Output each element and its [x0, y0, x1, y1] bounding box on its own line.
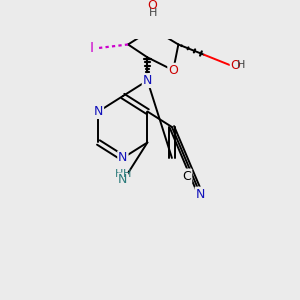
Text: O: O	[231, 58, 241, 72]
Text: N: N	[94, 105, 103, 118]
Text: I: I	[89, 41, 93, 55]
Text: H: H	[123, 169, 132, 179]
Text: H: H	[148, 8, 157, 18]
Text: O: O	[168, 64, 178, 77]
Text: H: H	[237, 60, 246, 70]
Polygon shape	[150, 6, 155, 29]
Text: H: H	[115, 169, 123, 179]
Text: N: N	[143, 74, 152, 87]
Text: N: N	[118, 152, 128, 164]
Text: N: N	[118, 173, 128, 186]
Text: N: N	[196, 188, 205, 201]
Text: O: O	[148, 0, 158, 12]
Text: C: C	[182, 169, 191, 182]
